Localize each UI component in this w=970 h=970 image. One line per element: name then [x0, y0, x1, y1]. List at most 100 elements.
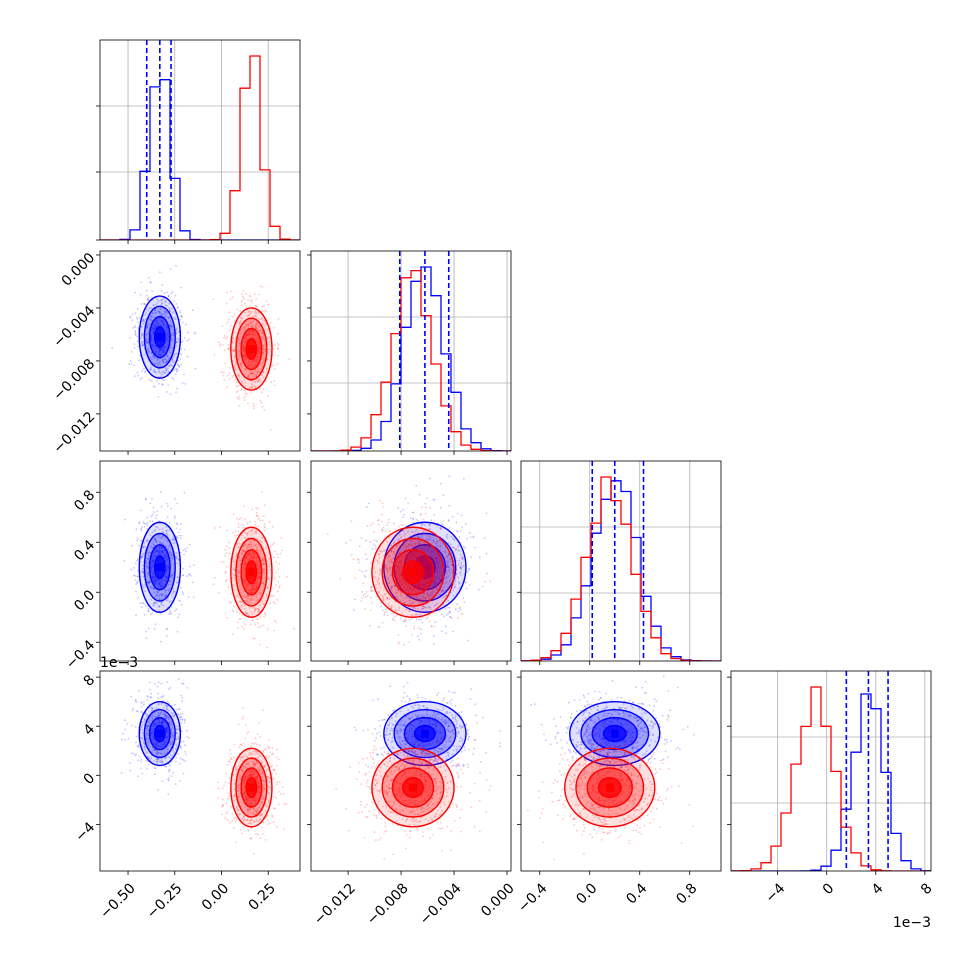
sample-point — [161, 594, 163, 597]
sample-point — [160, 347, 163, 350]
sample-point — [164, 554, 167, 557]
sample-point — [257, 325, 260, 327]
sample-point — [232, 531, 235, 534]
sample-point — [255, 618, 258, 620]
sample-point — [251, 557, 254, 560]
sample-point — [239, 600, 242, 602]
sample-point — [159, 349, 161, 352]
sample-point — [253, 554, 256, 556]
sample-point — [175, 303, 178, 305]
sample-point — [259, 399, 262, 402]
sample-point — [243, 346, 245, 349]
sample-point — [242, 589, 245, 592]
sample-point — [256, 357, 259, 360]
sample-point — [145, 339, 148, 342]
sample-point — [148, 581, 150, 584]
sample-point — [149, 545, 152, 547]
sample-point — [259, 329, 262, 332]
sample-point — [164, 589, 166, 591]
sample-point — [242, 550, 245, 553]
sample-point — [249, 300, 252, 302]
sample-point — [222, 371, 225, 374]
sample-point — [146, 566, 149, 568]
sample-point — [166, 333, 169, 335]
sample-point — [161, 552, 164, 555]
sample-point — [150, 338, 153, 341]
sample-point — [258, 338, 260, 341]
sample-point — [174, 517, 176, 519]
sample-point — [161, 313, 164, 315]
sample-point — [146, 565, 149, 568]
sample-point — [162, 347, 164, 350]
sample-point — [258, 563, 260, 566]
sample-point — [236, 384, 239, 387]
sample-point — [417, 583, 420, 586]
sample-point — [165, 577, 168, 580]
sample-point — [244, 385, 247, 387]
sample-point — [254, 380, 257, 383]
sample-point — [237, 336, 240, 339]
sample-point — [136, 335, 139, 338]
sample-point — [137, 321, 139, 323]
sample-point — [226, 336, 229, 338]
sample-point — [146, 294, 148, 297]
sample-point — [183, 373, 185, 376]
sample-point — [167, 549, 170, 551]
sample-point — [160, 580, 163, 583]
sample-point — [243, 325, 246, 328]
sample-point — [263, 348, 265, 350]
sample-point — [139, 378, 142, 380]
sample-point — [256, 358, 258, 361]
sample-point — [172, 557, 174, 560]
contour-line — [153, 555, 166, 580]
sample-point — [147, 763, 150, 766]
sample-point — [268, 348, 271, 351]
sample-point — [250, 529, 253, 531]
sample-point — [141, 555, 144, 558]
sample-point — [247, 552, 250, 555]
sample-point — [169, 316, 172, 319]
sample-point — [169, 346, 171, 349]
sample-point — [408, 619, 411, 622]
sample-point — [380, 513, 383, 516]
sample-point — [233, 313, 236, 316]
sample-point — [251, 585, 254, 587]
sample-point — [385, 610, 387, 613]
sample-point — [180, 694, 182, 697]
sample-point — [251, 320, 253, 323]
sample-point — [141, 772, 144, 775]
sample-point — [227, 347, 230, 350]
sample-point — [165, 361, 167, 364]
sample-point — [182, 574, 185, 577]
sample-point — [176, 523, 179, 526]
sample-point — [175, 757, 177, 759]
sample-point — [124, 738, 127, 741]
sample-point — [175, 608, 178, 611]
sample-point — [249, 296, 252, 298]
sample-point — [174, 294, 177, 297]
sample-point — [269, 595, 272, 598]
sample-point — [146, 699, 149, 701]
y-tick-label: 0.4 — [71, 537, 98, 564]
sample-point — [483, 537, 486, 539]
sample-point — [448, 610, 451, 613]
sample-point — [145, 325, 148, 327]
sample-point — [239, 310, 241, 312]
sample-point — [277, 344, 280, 346]
sample-point — [144, 371, 146, 374]
sample-point — [159, 491, 162, 494]
sample-point — [140, 706, 143, 708]
sample-point — [267, 352, 269, 355]
sample-point — [264, 614, 267, 616]
sample-point — [257, 525, 260, 527]
sample-point — [241, 346, 244, 349]
sample-point — [158, 605, 161, 608]
sample-point — [186, 546, 189, 549]
sample-point — [228, 318, 231, 320]
sample-point — [172, 572, 175, 575]
sample-point — [154, 554, 157, 557]
sample-point — [166, 360, 169, 363]
sample-point — [424, 502, 427, 505]
sample-point — [250, 589, 252, 592]
sample-point — [184, 750, 186, 753]
